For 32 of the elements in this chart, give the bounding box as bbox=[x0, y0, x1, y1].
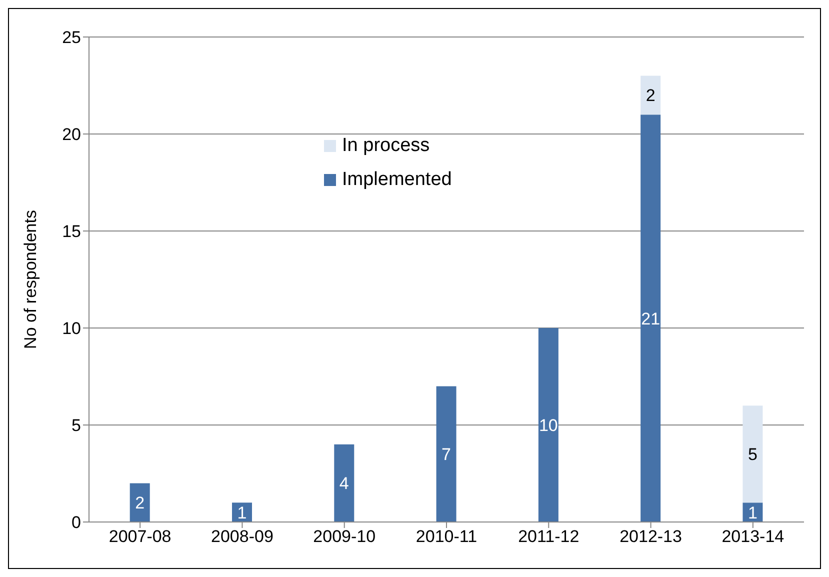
data-label: 10 bbox=[538, 416, 558, 436]
data-label: 5 bbox=[748, 445, 758, 464]
y-tick-label: 0 bbox=[72, 513, 81, 532]
x-tick-label: 2007-08 bbox=[108, 527, 172, 546]
data-label: 4 bbox=[339, 474, 349, 494]
bar bbox=[742, 406, 763, 503]
bar bbox=[334, 444, 354, 522]
y-tick-label: 20 bbox=[62, 125, 81, 144]
bar bbox=[436, 386, 456, 522]
x-tick-label: 2009-10 bbox=[313, 527, 376, 546]
y-tick-label: 25 bbox=[62, 28, 81, 48]
y-tick-label: 15 bbox=[62, 222, 81, 242]
data-label: 2 bbox=[646, 86, 656, 106]
data-label: 21 bbox=[641, 309, 660, 328]
x-tick-label: 2010-11 bbox=[416, 527, 478, 546]
x-tick-label: 2012-13 bbox=[620, 527, 682, 546]
legend-label: Implemented bbox=[342, 168, 452, 192]
x-tick-label: 2008-09 bbox=[211, 527, 274, 546]
bar bbox=[130, 483, 150, 522]
x-tick-label: 2013-14 bbox=[722, 527, 784, 546]
y-axis-title: No of respondents bbox=[21, 210, 40, 349]
bar bbox=[538, 328, 558, 522]
bar bbox=[640, 114, 661, 522]
bar bbox=[640, 76, 661, 115]
data-label: 1 bbox=[237, 503, 247, 522]
data-label: 2 bbox=[135, 494, 145, 513]
x-tick-label: 2011-12 bbox=[518, 527, 580, 546]
data-label: 1 bbox=[748, 503, 758, 522]
y-tick-label: 10 bbox=[62, 319, 81, 338]
data-label: 7 bbox=[442, 445, 452, 464]
y-tick-label: 5 bbox=[72, 416, 81, 436]
legend-label: In process bbox=[342, 134, 430, 158]
